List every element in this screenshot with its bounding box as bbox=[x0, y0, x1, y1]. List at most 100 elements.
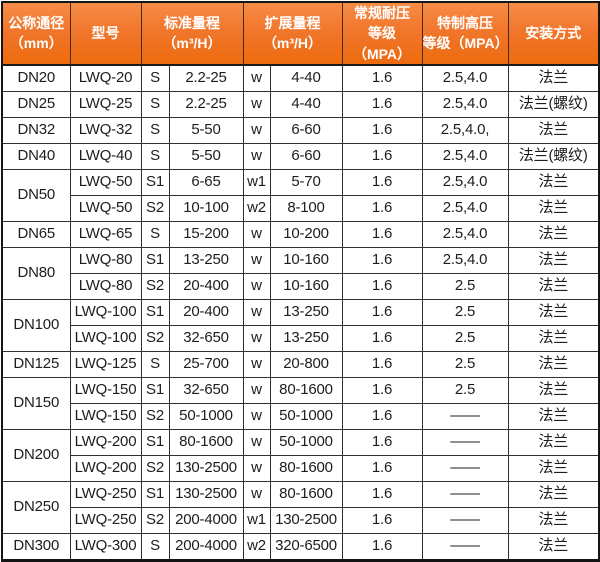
cell-standard-range: 20-400 bbox=[168, 298, 244, 326]
cell-standard-range: 2.2-25 bbox=[168, 90, 244, 118]
cell-extended-range: 50-1000 bbox=[269, 428, 343, 456]
cell-standard-grade: S bbox=[140, 220, 170, 248]
cell-installation: 法兰(螺纹) bbox=[507, 142, 600, 170]
cell-standard-grade: S bbox=[140, 116, 170, 144]
cell-installation: 法兰(螺纹) bbox=[507, 90, 600, 118]
cell-model: LWQ-50 bbox=[69, 168, 142, 196]
cell-high-pressure: 2.5,4.0 bbox=[421, 90, 509, 118]
cell-high-pressure: 2.5,4.0 bbox=[421, 64, 509, 92]
cell-normal-pressure: 1.6 bbox=[341, 324, 423, 352]
cell-extended-grade: w bbox=[242, 90, 271, 118]
cell-installation: 法兰 bbox=[507, 506, 600, 534]
cell-standard-grade: S bbox=[140, 64, 170, 92]
cell-standard-grade: S1 bbox=[140, 480, 170, 508]
cell-high-pressure: 2.5 bbox=[421, 350, 509, 378]
cell-high-pressure: —— bbox=[421, 480, 509, 508]
cell-nominal-diameter: DN20 bbox=[1, 64, 71, 92]
table-row: DN300 LWQ-300 S 200-4000 w2 320-6500 1.6 —— 法兰 bbox=[1, 532, 600, 561]
cell-extended-range: 8-100 bbox=[269, 194, 343, 222]
cell-extended-grade: w bbox=[242, 272, 271, 300]
cell-normal-pressure: 1.6 bbox=[341, 298, 423, 326]
cell-extended-range: 50-1000 bbox=[269, 402, 343, 430]
cell-extended-grade: w bbox=[242, 480, 271, 508]
cell-standard-range: 20-400 bbox=[168, 272, 244, 300]
cell-extended-grade: w bbox=[242, 324, 271, 352]
cell-standard-range: 200-4000 bbox=[168, 506, 244, 534]
cell-model: LWQ-20 bbox=[69, 64, 142, 92]
cell-installation: 法兰 bbox=[507, 428, 600, 456]
cell-standard-range: 200-4000 bbox=[168, 532, 244, 561]
cell-extended-grade: w2 bbox=[242, 532, 271, 561]
table-row: LWQ-250 S2 200-4000 w1 130-2500 1.6 —— 法兰 bbox=[2, 506, 600, 534]
cell-normal-pressure: 1.6 bbox=[341, 506, 423, 534]
cell-extended-range: 4-40 bbox=[269, 64, 343, 92]
cell-standard-range: 25-700 bbox=[168, 350, 244, 378]
cell-standard-range: 10-100 bbox=[168, 194, 244, 222]
cell-installation: 法兰 bbox=[507, 168, 600, 196]
cell-standard-grade: S2 bbox=[140, 454, 170, 482]
cell-extended-range: 20-800 bbox=[269, 350, 343, 378]
cell-model: LWQ-300 bbox=[69, 532, 142, 561]
table-row: DN50 LWQ-50 S1 6-65 w1 5-70 1.6 2.5,4.0 法兰 bbox=[1, 168, 600, 222]
cell-normal-pressure: 1.6 bbox=[341, 142, 423, 170]
cell-installation: 法兰 bbox=[507, 246, 600, 274]
cell-extended-range: 320-6500 bbox=[269, 532, 343, 561]
cell-installation: 法兰 bbox=[507, 324, 600, 352]
header-row: 公称通径 （mm） 型号 标准量程 （m³/H） 扩展量程 （m³/H） 常规耐… bbox=[1, 1, 600, 66]
cell-extended-grade: w1 bbox=[242, 168, 271, 196]
cell-standard-grade: S1 bbox=[140, 168, 170, 196]
cell-model: LWQ-150 bbox=[69, 376, 142, 404]
cell-normal-pressure: 1.6 bbox=[341, 402, 423, 430]
table-row: DN65 LWQ-65 S 15-200 w 10-200 1.6 2.5,4.0 法兰 bbox=[1, 220, 600, 248]
cell-standard-range: 32-650 bbox=[168, 376, 244, 404]
table-row: DN150 LWQ-150 S1 32-650 w 80-1600 1.6 2.5 法兰 bbox=[1, 376, 600, 430]
cell-extended-grade: w bbox=[242, 402, 271, 430]
cell-high-pressure: 2.5 bbox=[421, 298, 509, 326]
cell-installation: 法兰 bbox=[507, 272, 600, 300]
cell-standard-grade: S2 bbox=[140, 506, 170, 534]
cell-extended-grade: w bbox=[242, 428, 271, 456]
cell-model: LWQ-25 bbox=[69, 90, 142, 118]
cell-standard-range: 130-2500 bbox=[168, 454, 244, 482]
cell-high-pressure: —— bbox=[421, 428, 509, 456]
cell-standard-grade: S1 bbox=[140, 246, 170, 274]
cell-model: LWQ-150 bbox=[69, 402, 142, 430]
cell-extended-grade: w bbox=[242, 246, 271, 274]
cell-normal-pressure: 1.6 bbox=[341, 168, 423, 196]
cell-high-pressure: 2.5,4.0 bbox=[421, 220, 509, 248]
cell-model: LWQ-32 bbox=[69, 116, 142, 144]
cell-nominal-diameter: DN40 bbox=[1, 142, 71, 170]
cell-normal-pressure: 1.6 bbox=[341, 532, 423, 561]
cell-nominal-diameter: DN250 bbox=[1, 480, 71, 534]
col-header-normal-pressure-rating: 常规耐压 等级（MPA） bbox=[341, 1, 423, 66]
cell-nominal-diameter: DN300 bbox=[1, 532, 71, 561]
cell-high-pressure: 2.5,4.0, bbox=[421, 116, 509, 144]
cell-model: LWQ-125 bbox=[69, 350, 142, 378]
col-header-special-high-pressure-rating: 特制高压 等级（MPA） bbox=[421, 1, 509, 66]
cell-model: LWQ-250 bbox=[69, 480, 142, 508]
cell-extended-range: 80-1600 bbox=[269, 454, 343, 482]
table-row: DN32 LWQ-32 S 5-50 w 6-60 1.6 2.5,4.0, 法兰 bbox=[1, 116, 600, 144]
cell-normal-pressure: 1.6 bbox=[341, 428, 423, 456]
cell-standard-range: 80-1600 bbox=[168, 428, 244, 456]
table-row: DN250 LWQ-250 S1 130-2500 w 80-1600 1.6 —— 法兰 bbox=[1, 480, 600, 534]
cell-extended-range: 80-1600 bbox=[269, 480, 343, 508]
cell-standard-range: 50-1000 bbox=[168, 402, 244, 430]
cell-model: LWQ-80 bbox=[69, 246, 142, 274]
cell-high-pressure: 2.5,4.0 bbox=[421, 246, 509, 274]
cell-extended-range: 80-1600 bbox=[269, 376, 343, 404]
col-header-installation-method: 安装方式 bbox=[507, 1, 600, 66]
cell-extended-grade: w bbox=[242, 116, 271, 144]
cell-extended-range: 13-250 bbox=[269, 324, 343, 352]
cell-standard-grade: S2 bbox=[140, 194, 170, 222]
cell-installation: 法兰 bbox=[507, 64, 600, 92]
table-row: DN100 LWQ-100 S1 20-400 w 13-250 1.6 2.5 法兰 bbox=[1, 298, 600, 352]
cell-extended-grade: w bbox=[242, 220, 271, 248]
cell-standard-range: 5-50 bbox=[168, 142, 244, 170]
cell-model: LWQ-50 bbox=[69, 194, 142, 222]
cell-extended-grade: w1 bbox=[242, 506, 271, 534]
cell-high-pressure: —— bbox=[421, 454, 509, 482]
cell-installation: 法兰 bbox=[507, 480, 600, 508]
cell-standard-range: 15-200 bbox=[168, 220, 244, 248]
cell-standard-grade: S bbox=[140, 90, 170, 118]
